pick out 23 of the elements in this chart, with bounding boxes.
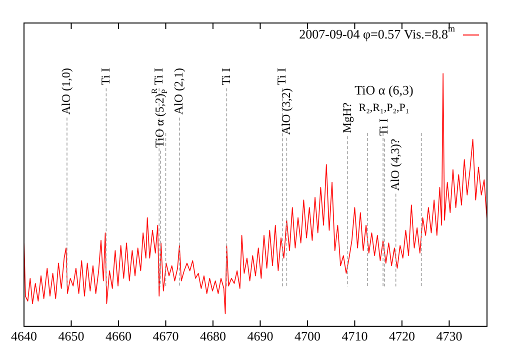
x-tick-label: 4700 <box>294 328 320 344</box>
x-tick-label: 4720 <box>388 328 415 344</box>
x-tick-label: 4680 <box>200 328 226 344</box>
ref-line-label: Ti I <box>218 68 233 86</box>
ref-line-label: AlO (2,1) <box>172 68 186 115</box>
ref-line-label: AlO (1,0) <box>59 68 74 115</box>
annotation: R₂,R₁,P₂,P₁ <box>358 102 410 114</box>
ref-line-label: AlO (4,3)? <box>388 138 402 191</box>
x-tick-label: 4670 <box>152 328 179 344</box>
x-tick-label: 4650 <box>58 328 84 344</box>
x-tick-label: 4690 <box>247 328 274 344</box>
ref-line-label: Ti I <box>274 68 289 86</box>
annotation: TiO α (6,3) <box>354 82 414 98</box>
ref-line-label: AlO (3,2) <box>278 88 293 135</box>
ref-line-label: TiO α (5,2)RP <box>150 88 169 148</box>
ref-line-label: Ti I <box>98 68 112 86</box>
x-tick-label: 4710 <box>342 328 368 344</box>
ref-line-label: Ti I <box>151 68 166 86</box>
x-tick-label: 4640 <box>11 328 37 344</box>
ref-line-label: Ti I <box>376 118 391 136</box>
x-tick-label: 4660 <box>105 328 132 344</box>
ref-line-label: MgH? <box>340 102 354 134</box>
x-tick-label: 4730 <box>436 328 462 344</box>
